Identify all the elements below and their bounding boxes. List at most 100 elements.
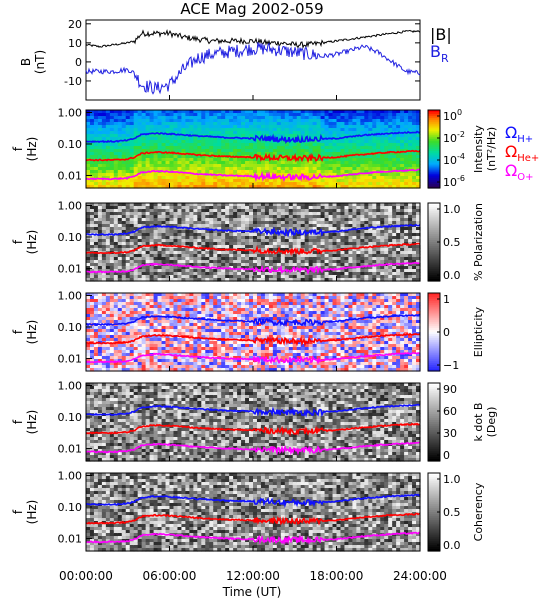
spectrogram-cell [209, 239, 214, 243]
spectrogram-cell [312, 236, 318, 240]
spectrogram-cell [304, 143, 310, 147]
spectrogram-cell [169, 206, 175, 210]
spectrogram-cell [181, 275, 187, 279]
colorbar-segment [428, 162, 440, 166]
spectrogram-cell [249, 158, 254, 162]
spectrogram-cell [272, 119, 278, 123]
spectrogram-cell [288, 152, 294, 156]
spectrogram-cell [101, 167, 107, 171]
spectrogram-cell [161, 251, 167, 255]
spectrogram-cell [344, 245, 350, 249]
spectrogram-cell [105, 128, 111, 132]
spectrogram-cell [336, 110, 342, 114]
spectrogram-cell [129, 224, 135, 228]
spectrogram-cell [141, 254, 147, 258]
spectrogram-cell [197, 143, 202, 147]
spectrogram-cell [141, 137, 147, 141]
spectrogram-cell [364, 131, 369, 135]
spectrogram-cell [93, 176, 99, 180]
legend-abs-b: |B| [430, 25, 452, 44]
spectrogram-cell [237, 152, 242, 156]
spectrogram-cell [121, 269, 127, 273]
spectrogram-cell [360, 158, 365, 162]
spectrogram-cell [201, 122, 206, 126]
spectrogram-cell [384, 128, 389, 132]
spectrogram-cell [253, 221, 258, 225]
spectrogram-cell [249, 245, 254, 249]
spectrogram-cell [412, 110, 417, 114]
spectrogram-cell [133, 122, 139, 126]
spectrogram-cell [253, 125, 258, 129]
spectrogram-cell [125, 260, 131, 264]
spectrogram-cell [125, 221, 131, 225]
spectrogram-cell [380, 173, 385, 177]
spectrogram-cell [304, 221, 310, 225]
spectrogram-cell [165, 260, 171, 264]
spectrogram-cell [368, 140, 373, 144]
spectrogram-cell [169, 275, 175, 279]
spectrogram-cell [344, 140, 350, 144]
spectrogram-cell [372, 134, 377, 138]
spectrogram-cell [264, 134, 270, 138]
spectrogram-cell [245, 125, 250, 129]
spectrogram-cell [141, 155, 147, 159]
spectrogram-cell [256, 152, 262, 156]
spectrogram-cell [221, 272, 226, 276]
spectrogram-cell [384, 140, 389, 144]
spectrogram-cell [237, 110, 242, 114]
spectrogram-cell [137, 170, 143, 174]
spectrogram-cell [153, 272, 159, 276]
spectrogram-cell [165, 173, 171, 177]
spectrogram-cell [181, 242, 187, 246]
spectrogram-cell [185, 233, 190, 237]
spectrogram-cell [137, 269, 143, 273]
spectrogram-cell [408, 119, 413, 123]
spectrogram-cell [237, 218, 242, 222]
spectrogram-cell [201, 146, 206, 150]
spectrogram-cell [105, 155, 111, 159]
spectrogram-cell [97, 212, 103, 216]
spectrogram-cell [332, 176, 338, 180]
spectrogram-cell [165, 149, 171, 153]
spectrogram-cell [197, 248, 202, 252]
spectrogram-cell [344, 119, 350, 123]
spectrogram-cell [336, 122, 342, 126]
spectrogram-cell [340, 182, 346, 186]
spectrogram-cell [364, 116, 369, 120]
spectrogram-cell [241, 161, 246, 165]
spectrogram-cell [356, 176, 361, 180]
colorbar-segment [428, 119, 440, 123]
colorbar-tick-exp: -2 [457, 130, 465, 139]
spectrogram-cell [153, 128, 159, 132]
spectrogram-cell [145, 122, 151, 126]
spectrogram-cell [249, 182, 254, 186]
spectrogram-cell [133, 227, 139, 231]
spectrogram-cell [193, 131, 198, 135]
spectrogram-cell [105, 236, 111, 240]
spectrogram-cell [189, 149, 194, 153]
spectrogram-cell [197, 170, 202, 174]
spectrogram-cell [308, 260, 314, 264]
spectrogram-cell [201, 155, 206, 159]
spectrogram-cell [312, 209, 318, 213]
spectrogram-cell [225, 164, 230, 168]
spectrogram-cell [332, 149, 338, 153]
spectrogram-cell [304, 182, 310, 186]
spectrogram-cell [205, 149, 210, 153]
spectrogram-cell [320, 218, 326, 222]
spectrogram-cell [165, 227, 171, 231]
spectrogram-cell [165, 266, 171, 270]
spectrogram-cell [396, 116, 401, 120]
spectrogram-cell [416, 173, 421, 177]
spectrogram-cell [276, 146, 282, 150]
spectrogram-cell [197, 275, 202, 279]
spectrogram-cell [129, 179, 135, 183]
spectrogram-cell [245, 179, 250, 183]
spectrogram-cell [101, 155, 107, 159]
spectrogram-cell [109, 257, 115, 261]
spectrogram-cell [364, 182, 369, 186]
spectrogram-cell [221, 128, 226, 132]
spectrogram-cell [336, 266, 342, 270]
spectrogram-cell [268, 158, 274, 162]
spectrogram-cell [189, 242, 194, 246]
